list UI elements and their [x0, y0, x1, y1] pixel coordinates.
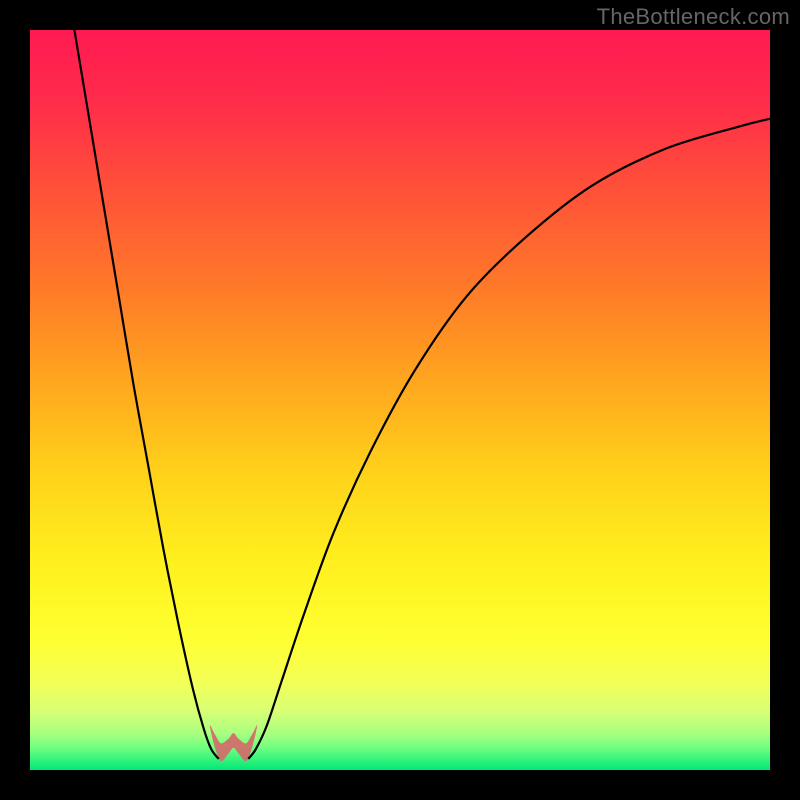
plot-area [30, 30, 770, 770]
watermark-text: TheBottleneck.com [597, 4, 790, 30]
curve-right-branch [248, 119, 770, 759]
curve-layer [30, 30, 770, 770]
curve-left-branch [74, 30, 218, 759]
